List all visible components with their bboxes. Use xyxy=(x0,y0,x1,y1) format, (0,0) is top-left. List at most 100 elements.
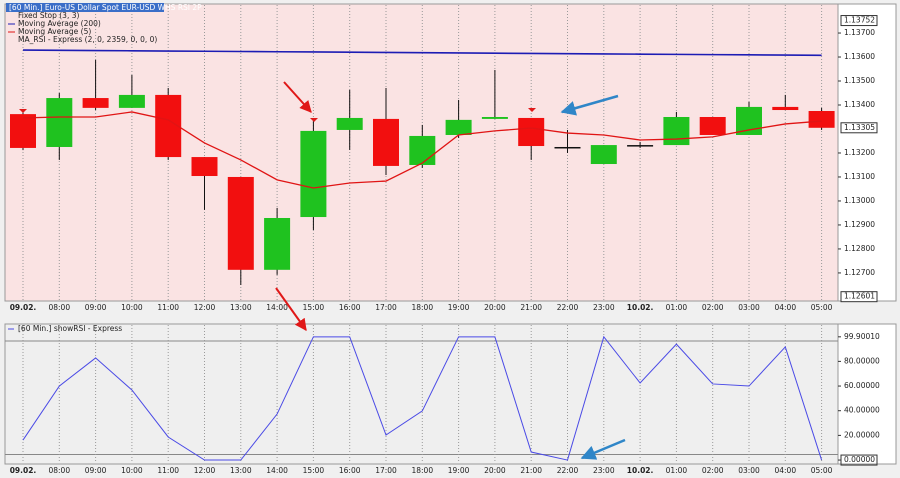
last-value-box xyxy=(840,454,878,466)
y-tick-label: 80.00000 xyxy=(844,356,880,365)
y-tick-label: 1.13700 xyxy=(844,28,875,37)
x-tick-label: 10:00 xyxy=(121,466,143,475)
x-tick-label: 23:00 xyxy=(593,466,615,475)
legend-label: MA_RSI - Express (2, 0, 2359, 0, 0, 0) xyxy=(18,35,157,44)
x-tick-label: 21:00 xyxy=(520,303,542,312)
candle-body xyxy=(118,94,145,108)
candle-body xyxy=(82,98,109,108)
rsi-title: [60 Min.] showRSI - Express xyxy=(18,324,122,333)
rsi-line xyxy=(22,335,823,461)
candle-body xyxy=(191,157,218,177)
x-tick-label: 18:00 xyxy=(411,466,433,475)
x-tick-label: 20:00 xyxy=(484,303,506,312)
candle-body xyxy=(481,116,508,119)
rsi-axis xyxy=(837,323,897,465)
x-tick-label: 09:00 xyxy=(85,466,107,475)
x-tick-label: 12:00 xyxy=(194,466,216,475)
x-tick-label: 15:00 xyxy=(303,466,325,475)
y-tick-label: 1.12900 xyxy=(844,220,875,229)
legend-label: Moving Average (5) xyxy=(18,27,91,36)
price-marker-label: 1.12601 xyxy=(844,292,875,301)
price-marker-label: 1.13305 xyxy=(844,123,875,132)
candle-body xyxy=(10,114,36,148)
x-tick-label: 09.02. xyxy=(10,303,37,312)
candle-body xyxy=(300,130,327,218)
x-tick-label: 09:00 xyxy=(85,303,107,312)
y-tick-label: 99.90010 xyxy=(844,332,880,341)
plot-layer: 09.02. 08:00 09:00 10:00 11:00 12:00 13:00 14:0… xyxy=(5,5,880,475)
y-tick-label: 1.12800 xyxy=(844,244,875,253)
x-tick-label: 14:00 xyxy=(266,466,288,475)
x-tick-label: 15:00 xyxy=(303,303,325,312)
candle-body xyxy=(409,135,436,165)
legend-label: Fixed Stop (3, 3) xyxy=(18,11,79,20)
x-tick-label: 16:00 xyxy=(339,466,361,475)
candle-body xyxy=(772,106,799,111)
y-tick-label: 1.13500 xyxy=(844,76,875,85)
x-tick-label: 04:00 xyxy=(774,466,796,475)
x-tick-label: 14:00 xyxy=(266,303,288,312)
x-tick-label: 23:00 xyxy=(593,303,615,312)
x-tick-label: 05:00 xyxy=(811,466,833,475)
x-tick-label: 02:00 xyxy=(702,303,724,312)
stop-signal xyxy=(528,108,536,112)
x-tick-label: 05:00 xyxy=(811,303,833,312)
x-tick-label: 22:00 xyxy=(557,303,579,312)
price-marker-box xyxy=(840,122,878,134)
moving-average-line xyxy=(22,49,822,57)
price-marker-box xyxy=(840,15,878,27)
x-tick-label: 01:00 xyxy=(666,303,688,312)
stop-signal xyxy=(19,109,27,113)
moving-average-line xyxy=(22,111,822,189)
y-tick-label: 1.13000 xyxy=(844,196,875,205)
x-tick-label: 02:00 xyxy=(702,466,724,475)
x-tick-label: 21:00 xyxy=(520,466,542,475)
candle-body xyxy=(373,118,399,166)
y-tick-label: 1.13400 xyxy=(844,100,875,109)
candle-body xyxy=(736,106,762,135)
x-tick-label: 04:00 xyxy=(774,303,796,312)
candle-body xyxy=(808,110,835,128)
y-tick-label: 1.13100 xyxy=(844,172,875,181)
x-tick-label: 11:00 xyxy=(157,466,179,475)
x-tick-label: 10.02. xyxy=(627,466,654,475)
y-tick-label: 0.00000 xyxy=(844,455,875,464)
x-tick-label: 22:00 xyxy=(557,466,579,475)
x-tick-label: 20:00 xyxy=(484,466,506,475)
legend-label: Moving Average (200) xyxy=(18,19,101,28)
x-tick-label: 13:00 xyxy=(230,303,252,312)
y-tick-label: 20.00000 xyxy=(844,430,880,439)
chart-title: [60 Min.] Euro-US Dollar Spot EUR-USD WH… xyxy=(9,3,202,12)
y-tick-label: 40.00000 xyxy=(844,406,880,415)
y-tick-label: 1.12700 xyxy=(844,268,875,277)
x-tick-label: 17:00 xyxy=(375,303,397,312)
candle-body xyxy=(227,176,254,270)
candle-body xyxy=(264,217,291,270)
x-tick-label: 16:00 xyxy=(339,303,361,312)
candle-body xyxy=(336,117,363,130)
price-axis xyxy=(837,3,897,302)
x-tick-label: 19:00 xyxy=(448,466,470,475)
y-tick-label: 1.13600 xyxy=(844,52,875,61)
x-tick-label: 03:00 xyxy=(738,466,760,475)
candle-body xyxy=(699,116,726,135)
x-tick-label: 12:00 xyxy=(194,303,216,312)
x-tick-label: 11:00 xyxy=(157,303,179,312)
y-tick-label: 60.00000 xyxy=(844,381,880,390)
x-tick-label: 19:00 xyxy=(448,303,470,312)
x-tick-label: 18:00 xyxy=(411,303,433,312)
rsi-plot xyxy=(4,323,839,465)
x-tick-label: 17:00 xyxy=(375,466,397,475)
price-marker-label: 1.13752 xyxy=(844,16,875,25)
x-tick-label: 03:00 xyxy=(738,303,760,312)
annotation-arrow xyxy=(580,438,626,460)
candle-body xyxy=(518,117,545,147)
candle-body xyxy=(590,145,617,165)
stop-signal xyxy=(310,118,318,122)
x-tick-label: 01:00 xyxy=(666,466,688,475)
price-marker-box xyxy=(840,291,878,303)
candle-body xyxy=(554,146,581,149)
candle-body xyxy=(445,119,472,135)
title-box xyxy=(6,3,164,12)
